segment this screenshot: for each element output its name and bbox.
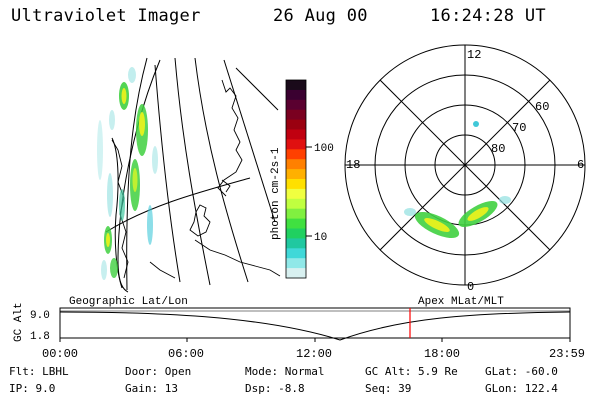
aurora-patch (499, 196, 511, 204)
lon-line (194, 57, 249, 283)
colorbar-band (286, 248, 306, 259)
aurora-patch (147, 205, 153, 245)
gain-value: Gain: 13 (125, 382, 178, 395)
gc-alt-trace (59, 311, 571, 341)
seq-value: Seq: 39 (365, 382, 412, 395)
gc-alt-value: GC Alt: 5.9 Re (365, 365, 458, 378)
aurora-patch (128, 67, 136, 83)
aurora-patch (132, 168, 138, 192)
timeline: Geographic Lat/Lon Apex MLat/MLT GC Alt … (13, 296, 585, 361)
colorbar-band (286, 208, 306, 220)
aurora-patch (119, 189, 125, 221)
colorbar-unit-label: photon cm-2s-1 (270, 147, 282, 240)
glon-value: GLon: 122.4 (485, 382, 558, 395)
colorbar-band (286, 149, 306, 160)
colorbar-band (286, 139, 306, 150)
timeline-ticks (59, 338, 571, 342)
colorbar-band (286, 179, 306, 190)
glat-value: GLat: -60.0 (485, 365, 558, 378)
colorbar-tick-label: 100 (314, 143, 334, 155)
colorbar-frame (285, 79, 307, 279)
colorbar-band (286, 159, 306, 170)
aurora-patch (110, 258, 118, 278)
aurora-patch (106, 233, 110, 247)
lon-line (235, 67, 279, 111)
aurora-patch (473, 121, 479, 127)
timeline-y-tick: 1.8 (30, 331, 50, 343)
aurora-patch (109, 110, 115, 130)
aurora-patch (152, 146, 158, 174)
timeline-y-axis-label: GC Alt (13, 302, 25, 342)
lon-line (126, 57, 148, 291)
colorbar-band (286, 109, 306, 121)
lon-line (174, 57, 211, 286)
colorbar-band (286, 228, 306, 239)
timeline-x-tick: 00:00 (42, 347, 78, 361)
mlt-label-0: 0 (467, 280, 474, 294)
timeline-x-tick: 23:59 (549, 347, 585, 361)
colorbar: 100 10 photon cm-2s-1 (270, 79, 334, 279)
timeline-y-tick: 9.0 (30, 310, 50, 322)
colorbar-band (286, 129, 306, 140)
mlt-label-18: 18 (346, 158, 360, 172)
lat-label-70: 70 (512, 121, 526, 135)
colorbar-band (286, 99, 306, 111)
polar-plot (344, 44, 586, 286)
lon-line (154, 64, 181, 283)
door-value: Door: Open (125, 365, 192, 378)
auroral-emission (97, 67, 158, 280)
timeline-right-title: Apex MLat/MLT (418, 296, 504, 308)
lat-line (105, 177, 251, 233)
timeline-x-tick: 06:00 (168, 347, 204, 361)
colorbar-band (286, 119, 306, 130)
aurora-patch (139, 112, 145, 136)
colorbar-band (286, 80, 306, 91)
colorbar-tick-label: 10 (314, 232, 327, 244)
colorbar-band (286, 268, 306, 279)
colorbar-band (286, 218, 306, 229)
mlt-label-12: 12 (467, 48, 481, 62)
aurora-patch (424, 218, 450, 232)
ip-value: IP: 9.0 (9, 382, 56, 395)
date-label: 26 Aug 00 (273, 6, 368, 26)
colorbar-band (286, 258, 306, 269)
mode-value: Mode: Normal (245, 365, 325, 378)
colorbar-band (286, 238, 306, 249)
time-label: 16:24:28 UT (430, 6, 546, 26)
timeline-x-tick: 12:00 (296, 347, 332, 361)
aurora-patch (467, 207, 489, 221)
colorbar-band (286, 198, 306, 210)
colorbar-band (286, 188, 306, 200)
lon-line (223, 59, 276, 223)
timeline-left-title: Geographic Lat/Lon (69, 296, 188, 308)
lon-line (117, 59, 161, 293)
polar-aurora (404, 121, 511, 239)
geographic-map (97, 57, 281, 293)
lat-label-60: 60 (535, 100, 549, 114)
aurora-patch (101, 260, 107, 280)
instrument-title: Ultraviolet Imager (11, 6, 201, 26)
aurora-patch (121, 88, 127, 104)
polar-labels: 12 18 6 0 60 70 80 (346, 48, 584, 294)
aurora-patch (97, 120, 103, 180)
aurora-patch (404, 208, 416, 216)
colorbar-band (286, 169, 306, 180)
lat-label-80: 80 (491, 142, 505, 156)
mlt-label-6: 6 (577, 158, 584, 172)
aurora-patch (107, 173, 113, 217)
dsp-value: Dsp: -8.8 (245, 382, 305, 395)
polar-axis-diag (379, 79, 551, 251)
timeline-x-tick: 18:00 (424, 347, 460, 361)
colorbar-band (286, 89, 306, 101)
filter-value: Flt: LBHL (9, 365, 69, 378)
